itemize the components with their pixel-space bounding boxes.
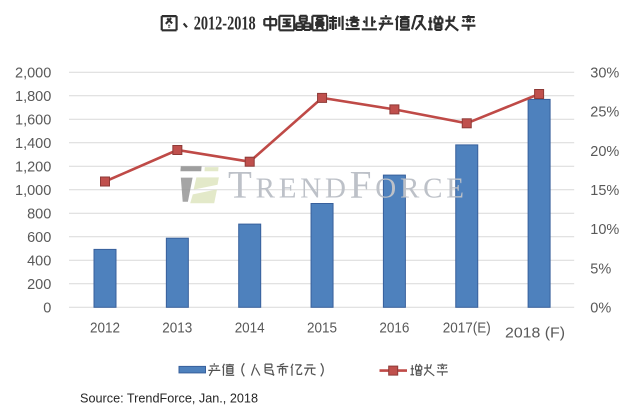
svg-text:2017(E): 2017(E) (443, 321, 491, 337)
svg-text:400: 400 (27, 254, 51, 270)
svg-text:2012-2018: 2012-2018 (194, 13, 256, 34)
svg-text:TRENDFORCE: TRENDFORCE (228, 164, 468, 207)
svg-text:10%: 10% (590, 222, 619, 238)
svg-text:0%: 0% (590, 301, 611, 317)
svg-text:1,400: 1,400 (15, 136, 51, 152)
svg-text:5%: 5% (590, 261, 611, 277)
svg-text:800: 800 (27, 207, 51, 223)
svg-text:1,200: 1,200 (15, 160, 51, 176)
svg-text:Source: TrendForce, Jan., 2018: Source: TrendForce, Jan., 2018 (80, 391, 258, 406)
svg-text:1,600: 1,600 (15, 113, 51, 129)
svg-text:15%: 15% (590, 183, 619, 199)
svg-text:200: 200 (27, 277, 51, 293)
svg-text:30%: 30% (590, 66, 619, 82)
svg-text:2016: 2016 (379, 321, 409, 337)
svg-text:1,800: 1,800 (15, 89, 51, 105)
svg-text:600: 600 (27, 230, 51, 246)
svg-text:2013: 2013 (162, 321, 192, 337)
svg-text:2014: 2014 (235, 321, 265, 337)
svg-text:1,000: 1,000 (15, 183, 51, 199)
svg-text:25%: 25% (590, 105, 619, 121)
svg-text:0: 0 (43, 301, 51, 317)
svg-text:2015: 2015 (307, 321, 337, 337)
svg-text:2,000: 2,000 (15, 66, 51, 82)
svg-text:2012: 2012 (90, 321, 120, 337)
svg-text:20%: 20% (590, 144, 619, 160)
svg-text:2018 (F): 2018 (F) (505, 325, 565, 341)
